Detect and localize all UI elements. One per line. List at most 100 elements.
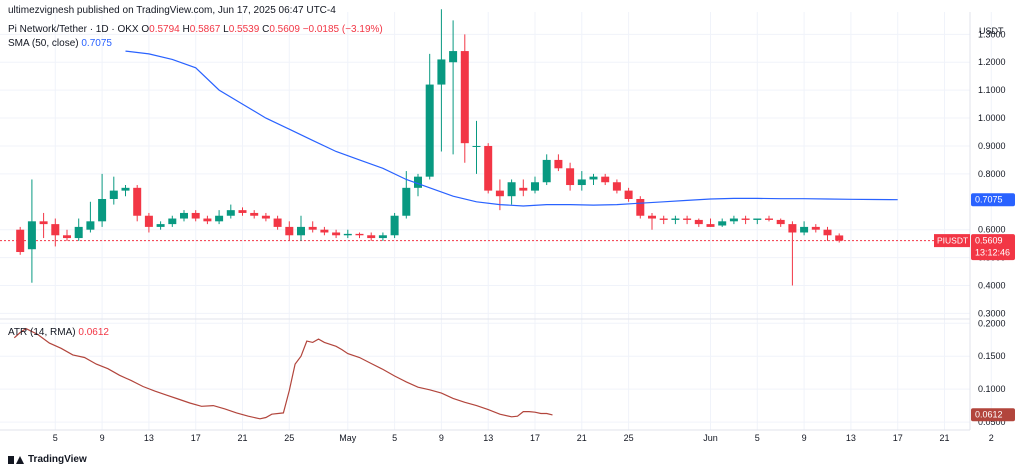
candle [86, 201, 95, 233]
candle-body [472, 145, 481, 147]
price-tick-label: 1.0000 [978, 113, 1006, 123]
tradingview-brand[interactable]: TradingView [8, 454, 87, 465]
candle-body [367, 235, 376, 239]
candle [308, 221, 317, 233]
ohlc-c-label: C [262, 24, 270, 35]
ohlc-l-label: L [223, 24, 229, 35]
candle-body [612, 182, 621, 191]
candle-body [507, 182, 516, 197]
candle [601, 173, 610, 186]
candle [741, 215, 750, 225]
candle-body [39, 221, 48, 225]
candle-body [203, 218, 212, 222]
candle [180, 210, 188, 222]
symbol-ohlc-line: Pi Network/Tether · 1D · OKX O0.5794 H0.… [8, 24, 383, 35]
candle-body [741, 218, 750, 220]
candle [484, 143, 493, 194]
candle [788, 221, 797, 286]
atr-value: 0.0612 [78, 327, 109, 338]
candle [624, 187, 633, 202]
candle [355, 232, 364, 239]
price-tick-label: 1.3000 [978, 29, 1006, 39]
candle-body [753, 218, 762, 220]
candle-body [285, 226, 294, 236]
candle-body [449, 51, 458, 63]
candle [121, 185, 130, 197]
sma-value: 0.7075 [81, 38, 112, 49]
time-tick-label: May [339, 433, 357, 443]
candle-body [109, 190, 118, 199]
candle [261, 212, 270, 222]
candle-body [261, 215, 270, 219]
candle-body [180, 212, 188, 219]
time-tick-label: 13 [483, 433, 493, 443]
candle-body [706, 224, 715, 227]
time-tick-label: 13 [144, 433, 154, 443]
candle-body [671, 218, 680, 220]
candle [800, 221, 809, 236]
candle [273, 215, 282, 230]
candle-body [542, 159, 551, 183]
candle-body [589, 176, 598, 180]
candle-body [811, 226, 820, 230]
candle [320, 226, 329, 236]
candle [765, 215, 773, 222]
candle [133, 185, 142, 222]
candle-body [16, 229, 25, 253]
ohlc-change: −0.0185 (−3.19%) [302, 24, 383, 35]
candle [250, 210, 259, 219]
candle-body [484, 145, 493, 191]
candle [425, 53, 434, 180]
candle-body [332, 232, 341, 236]
candle [203, 215, 212, 225]
candle [144, 212, 153, 233]
time-tick-label: 9 [802, 433, 807, 443]
candle [835, 233, 844, 243]
candle-body [835, 235, 844, 241]
candle [507, 179, 516, 205]
candle [226, 204, 235, 219]
time-tick-label: 5 [392, 433, 397, 443]
candle [636, 196, 645, 219]
candle-body [531, 182, 539, 191]
sma-legend[interactable]: SMA (50, close) 0.7075 [8, 38, 112, 49]
candle [823, 226, 832, 241]
candle-body [577, 179, 586, 186]
atr-tick-label: 0.1500 [978, 351, 1006, 361]
candle-body [308, 226, 317, 230]
currency-label[interactable]: USDT [979, 26, 1004, 36]
atr-tick-label: 0.0500 [978, 417, 1006, 427]
symbol-title[interactable]: Pi Network/Tether · 1D · OKX [8, 24, 139, 35]
time-tick-label: 13 [846, 433, 856, 443]
candle-body [402, 187, 411, 216]
candle [74, 218, 83, 241]
price-tick-label: 1.1000 [978, 85, 1006, 95]
time-tick-label: 25 [284, 433, 294, 443]
candle [566, 162, 575, 191]
atr-legend[interactable]: ATR (14, RMA) 0.0612 [8, 327, 109, 338]
candle [16, 226, 25, 255]
candle-body [729, 218, 738, 222]
atr-axis-ticks: 0.2000 0.1500 0.1000 0.0500 [978, 318, 1006, 427]
time-tick-label: 17 [530, 433, 540, 443]
ohlc-o-label: O [141, 24, 150, 35]
time-tick-label: 9 [100, 433, 105, 443]
atr-tick-label: 0.1000 [978, 384, 1006, 394]
candle [694, 218, 703, 227]
time-tick-label: 2 [989, 433, 994, 443]
candle [390, 212, 399, 239]
candle [238, 207, 247, 216]
candle [706, 218, 715, 227]
candle [577, 171, 586, 191]
candle-body [648, 215, 656, 219]
candle [156, 221, 165, 230]
candle-body [74, 226, 83, 239]
candle [191, 210, 200, 222]
price-tag-value: 0.5609 [975, 236, 1003, 246]
price-tick-label: 0.4000 [978, 281, 1006, 291]
candle-body [273, 218, 282, 227]
candle-body [144, 215, 153, 227]
candle-body [168, 218, 177, 225]
atr-tick-label: 0.2000 [978, 318, 1006, 328]
